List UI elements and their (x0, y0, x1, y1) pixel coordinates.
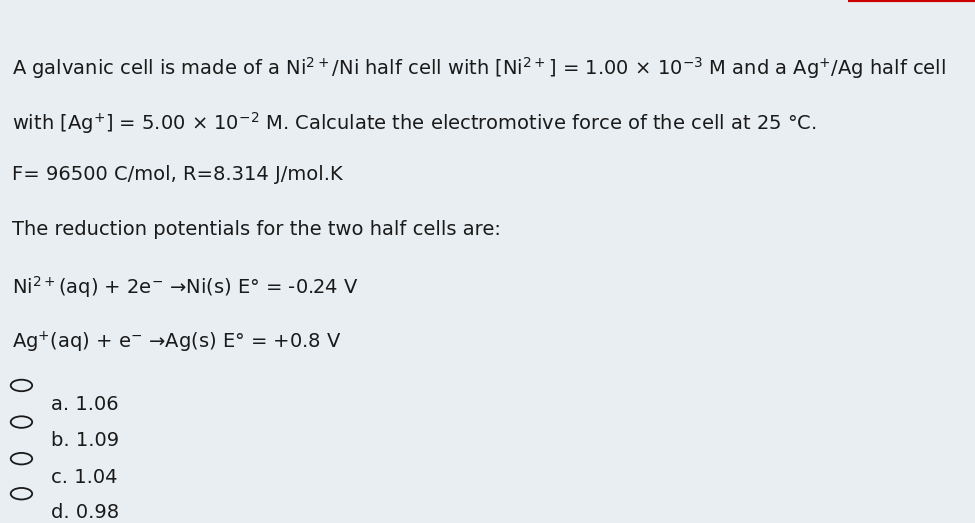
Text: F= 96500 C/mol, R=8.314 J/mol.K: F= 96500 C/mol, R=8.314 J/mol.K (12, 165, 342, 184)
Text: d. 0.98: d. 0.98 (51, 503, 119, 522)
Text: Ag$^{+}$(aq) + e$^{-}$ →Ag(s) E° = +0.8 V: Ag$^{+}$(aq) + e$^{-}$ →Ag(s) E° = +0.8 … (12, 329, 341, 355)
Text: The reduction potentials for the two half cells are:: The reduction potentials for the two hal… (12, 220, 500, 238)
Text: a. 1.06: a. 1.06 (51, 395, 118, 414)
Text: with [Ag$^{+}$] = 5.00 × 10$^{-2}$ M. Calculate the electromotive force of the c: with [Ag$^{+}$] = 5.00 × 10$^{-2}$ M. Ca… (12, 110, 816, 136)
Text: c. 1.04: c. 1.04 (51, 468, 117, 487)
Text: b. 1.09: b. 1.09 (51, 431, 119, 450)
Text: Ni$^{2+}$(aq) + 2e$^{-}$ →Ni(s) E° = -0.24 V: Ni$^{2+}$(aq) + 2e$^{-}$ →Ni(s) E° = -0.… (12, 275, 359, 301)
Text: A galvanic cell is made of a Ni$^{2+}$/Ni half cell with [Ni$^{2+}$] = 1.00 × 10: A galvanic cell is made of a Ni$^{2+}$/N… (12, 55, 946, 81)
